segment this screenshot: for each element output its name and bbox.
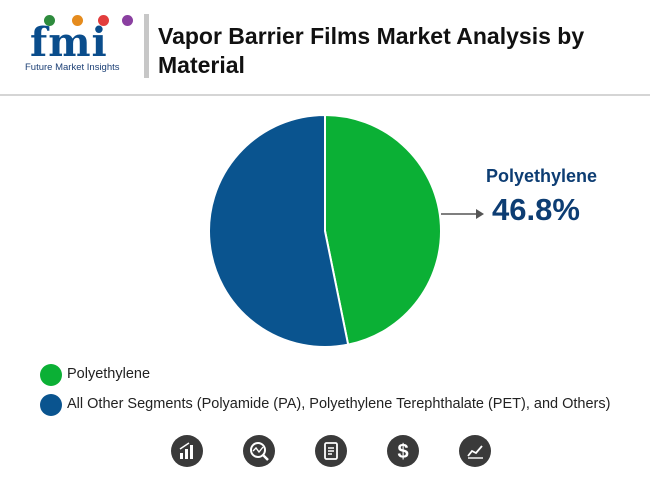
- header: fmi Future Market Insights Vapor Barrier…: [0, 0, 650, 95]
- logo-text: fmi: [30, 19, 108, 66]
- pie-chart: [208, 113, 484, 348]
- document-icon: [315, 435, 347, 467]
- line-chart-icon: [459, 435, 491, 467]
- callout-arrow: [441, 209, 484, 219]
- legend-label-polyethylene: Polyethylene: [67, 366, 151, 382]
- svg-text:$: $: [397, 441, 408, 463]
- pie-slice-others: [208, 113, 350, 348]
- legend-swatch-others: [40, 394, 62, 416]
- bar-chart-icon: [171, 435, 203, 467]
- dollar-icon: $: [387, 435, 419, 467]
- logo-dot-purple: [122, 15, 133, 26]
- pie-slice-polyethylene: [324, 113, 442, 346]
- logo-dot-green: [44, 15, 55, 26]
- page-title: Vapor Barrier Films Market Analysis by M…: [158, 23, 585, 78]
- fmi-logo: fmi Future Market Insights: [22, 12, 142, 80]
- logo-subtitle: Future Market Insights: [25, 62, 120, 73]
- callout-value: 46.8%: [492, 192, 580, 227]
- logo-dot-orange: [72, 15, 83, 26]
- footer-icons: $: [0, 435, 650, 471]
- legend-swatch-polyethylene: [40, 364, 62, 386]
- logo-dots: [32, 15, 133, 29]
- magnifier-chart-icon: [243, 435, 275, 467]
- callout-label: Polyethylene: [486, 166, 598, 186]
- legend-label-others: All Other Segments (Polyamide (PA), Poly…: [67, 396, 611, 412]
- logo-dot-red: [98, 15, 109, 26]
- header-rule: [0, 94, 650, 96]
- title-divider: [144, 14, 149, 78]
